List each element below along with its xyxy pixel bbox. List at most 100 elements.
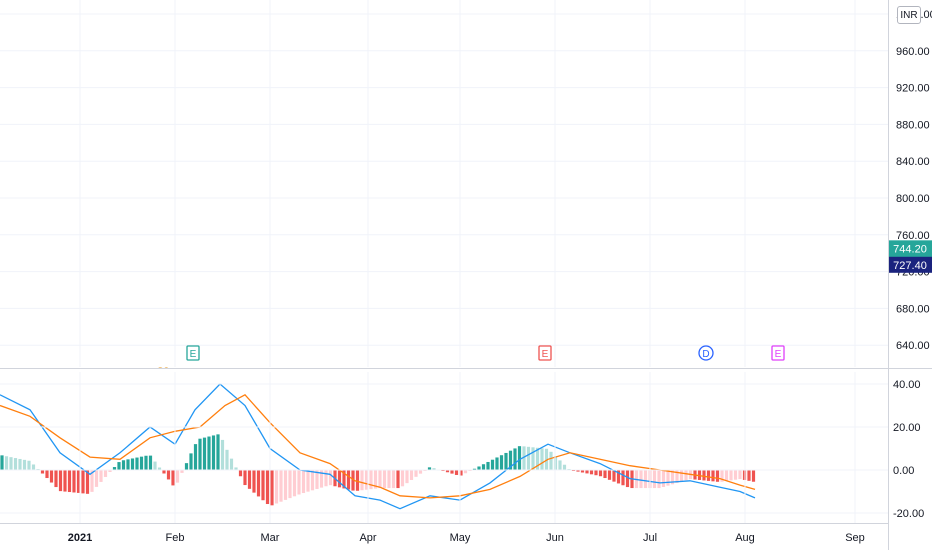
histogram-bar	[135, 457, 139, 470]
histogram-bar	[234, 467, 238, 470]
histogram-bar	[445, 470, 450, 473]
time-tick-label: 2021	[68, 532, 92, 544]
histogram-bar	[189, 453, 193, 470]
osc-tick-label: -20.00	[893, 508, 924, 520]
histogram-bar	[166, 470, 171, 480]
histogram-bar	[697, 470, 702, 480]
histogram-bar	[130, 458, 135, 470]
histogram-bar	[643, 470, 648, 489]
histogram-bar	[459, 470, 463, 476]
event-marker-label: E	[542, 349, 549, 360]
histogram-bar	[9, 457, 13, 470]
histogram-bar	[63, 470, 67, 492]
histogram-bar	[157, 467, 162, 470]
histogram-bar	[288, 470, 292, 499]
histogram-bar	[621, 470, 625, 486]
histogram-bar	[670, 470, 675, 485]
time-tick-label: Aug	[735, 532, 755, 544]
histogram-bar	[207, 436, 211, 470]
histogram-bar	[400, 470, 405, 487]
histogram-bar	[126, 459, 130, 470]
histogram-bar	[247, 470, 252, 489]
macd-line	[0, 383, 756, 510]
price-tick-label: 680.00	[896, 303, 930, 315]
histogram-bar	[270, 470, 274, 506]
histogram-bar	[40, 470, 45, 474]
event-marker-label: E	[775, 349, 782, 360]
histogram-bar	[738, 470, 742, 480]
histogram-bar	[0, 455, 4, 470]
histogram-bar	[522, 446, 526, 470]
histogram-bar	[139, 456, 144, 470]
histogram-bar	[283, 470, 288, 500]
histogram-bar	[517, 446, 522, 470]
histogram-bar	[243, 470, 247, 486]
histogram-bar	[81, 470, 85, 494]
histogram-bar	[360, 470, 364, 491]
histogram-bar	[378, 470, 382, 489]
histogram-bar	[27, 460, 31, 470]
histogram-bar	[220, 439, 225, 470]
histogram-bar	[198, 438, 202, 470]
histogram-bar	[148, 455, 153, 470]
histogram-bar	[225, 449, 229, 470]
histogram-bar	[481, 464, 486, 470]
time-tick-label: Apr	[359, 532, 376, 544]
price-tick-label: 640.00	[896, 340, 930, 352]
histogram-bar	[324, 470, 328, 487]
histogram-bar	[702, 470, 706, 481]
histogram-bar	[405, 470, 409, 484]
histogram-bar	[112, 467, 117, 470]
oscillator-pane	[0, 383, 756, 510]
histogram-bar	[76, 470, 81, 493]
histogram-bar	[598, 470, 603, 477]
histogram-bar	[486, 461, 490, 470]
osc-tick-label: 0.00	[893, 465, 914, 477]
histogram-bar	[18, 458, 22, 470]
histogram-bar	[202, 437, 207, 470]
histogram-bar	[261, 470, 265, 501]
histogram-bar	[715, 470, 720, 482]
histogram-bar	[121, 460, 126, 470]
histogram-bar	[67, 470, 72, 493]
currency-badge[interactable]: INR	[897, 6, 921, 24]
histogram-bar	[306, 470, 310, 492]
histogram-bar	[256, 470, 261, 497]
time-tick-label: May	[450, 532, 471, 544]
histogram-bar	[724, 470, 729, 482]
price-tick-label: 840.00	[896, 156, 930, 168]
histogram-bar	[58, 470, 63, 492]
histogram-bar	[414, 470, 418, 477]
histogram-bar	[184, 463, 189, 470]
histogram-bar	[45, 470, 49, 479]
histogram-bar	[238, 470, 243, 477]
histogram-bar	[274, 470, 279, 504]
level-price-tag	[889, 256, 932, 273]
histogram-bar	[229, 458, 234, 470]
histogram-bar	[679, 470, 684, 482]
histogram-bar	[193, 444, 198, 470]
histogram-bar	[454, 470, 459, 475]
histogram-bar	[540, 448, 544, 470]
price-tick-label: 760.00	[896, 230, 930, 242]
histogram-bar	[607, 470, 612, 480]
histogram-bar	[562, 464, 567, 470]
histogram-bar	[675, 470, 679, 483]
histogram-bar	[508, 450, 513, 470]
histogram-bar	[54, 470, 58, 488]
histogram-bar	[535, 447, 540, 470]
histogram-bar	[751, 470, 756, 482]
earnings-marker	[771, 345, 785, 361]
time-tick-label: Sep	[845, 532, 865, 544]
histogram-bar	[351, 470, 355, 491]
histogram-bar	[639, 470, 643, 489]
histogram-bar	[585, 470, 589, 474]
histogram-bar	[373, 470, 378, 489]
histogram-bar	[409, 470, 414, 480]
histogram-bar	[432, 468, 436, 470]
histogram-bar	[310, 470, 315, 491]
